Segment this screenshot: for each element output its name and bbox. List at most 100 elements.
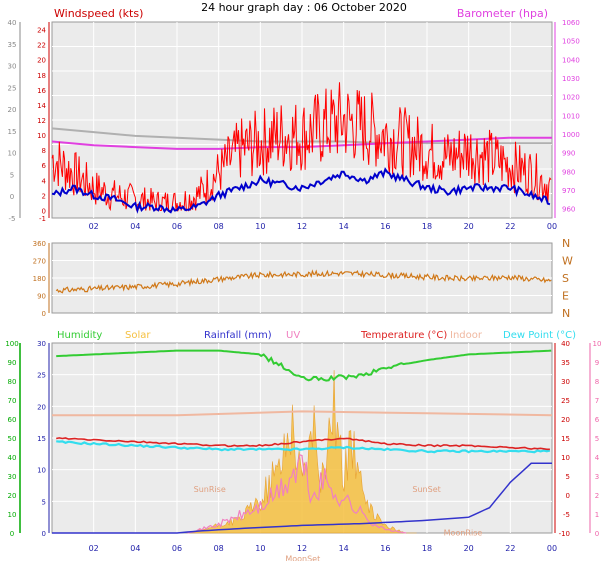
humidity-left-tick: 60 [8,416,17,424]
wind-x-tick: 16 [380,222,390,231]
direction-left-tick: 0 [42,310,46,318]
uv-right-tick: 6 [595,416,600,424]
humidity-left-tick: 0 [10,530,14,538]
direction-right-tick: E [562,290,569,303]
annotation-moonset: MoonSet [285,555,320,562]
barometer-right-tick: 1050 [562,38,580,46]
direction-right-tick: S [562,272,569,285]
uv-right-tick: 4 [595,454,600,462]
wind-left-tick: 16 [37,87,46,95]
temp-x-tick: 00 [547,544,557,553]
temp-right-tick: -10 [559,530,570,538]
legend-indoor: Indoor [450,330,483,341]
humidity-left-tick: 50 [8,435,17,443]
temp-x-tick: 22 [505,544,515,553]
temp-right-tick: 20 [561,416,570,424]
humidity-left-tick: 10 [8,511,17,519]
temperature-panel: Humidity Solar Rainfall (mm) UV Temperature … [5,330,601,564]
temp-right-tick: 15 [561,435,570,443]
direction-left-tick: 90 [37,293,46,301]
wind-left-tick: 24 [37,27,46,35]
wind-left-tick: 14 [37,102,46,110]
direction-right-tick: W [562,255,573,268]
barometer-right-tick: 980 [562,168,575,176]
rain-left-tick: 20 [37,403,46,411]
wind-left-tick: 2 [42,192,46,200]
barometer-right-tick: 1010 [562,112,580,120]
wind-x-tick: 20 [464,222,474,231]
barometer-right-tick: 990 [562,150,575,158]
barometer-right-tick: 1030 [562,75,580,83]
temp-x-tick: 08 [214,544,224,553]
wind-left-tick: -1 [39,215,46,223]
temperature-line [56,437,550,451]
humidity-left-tick: 80 [8,378,17,386]
legend-rainfall: Rainfall (mm) [204,330,272,341]
temp-right-tick: 5 [566,473,570,481]
rain-left-tick: 5 [42,498,46,506]
wind-left-tick: 12 [37,117,46,125]
wind-x-tick: 22 [505,222,515,231]
legend-solar: Solar [125,330,151,341]
wind-far-left-tick: 35 [8,41,17,49]
temp-x-tick: 04 [130,544,140,553]
humidity-left-tick: 70 [8,397,17,405]
wind-far-left-tick: 30 [8,63,17,71]
direction-right-tick: N [562,307,570,320]
humidity-left-tick: 40 [8,454,17,462]
temp-right-tick: 30 [561,378,570,386]
temp-x-tick: 02 [89,544,99,553]
rain-left-tick: 15 [37,435,46,443]
barometer-right-tick: 960 [562,206,575,214]
barometer-right-tick: 1060 [562,19,580,27]
temp-right-tick: -5 [563,511,570,519]
temp-x-tick: 10 [255,544,265,553]
wind-x-tick: 00 [547,222,557,231]
direction-left-tick: 270 [33,258,46,266]
humidity-left-tick: 100 [5,340,18,348]
wind-left-tick: 0 [42,207,46,215]
rainfall-line [52,462,552,534]
chart-title: 24 hour graph day : 06 October 2020 [201,1,407,14]
wind-left-tick: 8 [42,147,46,155]
barometer-right-tick: 1040 [562,56,580,64]
uv-right-tick: 3 [595,473,599,481]
humidity-left-tick: 20 [8,492,17,500]
uv-right-tick: 9 [595,359,599,367]
humidity-line [56,349,552,382]
legend-humidity: Humidity [57,330,102,341]
wind-x-tick: 18 [422,222,432,231]
uv-right-tick: 8 [595,378,599,386]
wind-far-left-tick: 0 [10,193,14,201]
temp-x-tick: 06 [172,544,182,553]
wind-far-left-tick: 15 [8,128,17,136]
wind-x-tick: 14 [339,222,349,231]
temp-x-tick: 18 [422,544,432,553]
wind-left-tick: 4 [42,177,47,185]
rain-left-tick: 25 [37,372,46,380]
direction-left-tick: 180 [33,275,46,283]
temp-right-tick: 40 [561,340,570,348]
wind-left-tick: 10 [37,132,46,140]
wind-left-label: Windspeed (kts) [54,7,143,20]
rain-left-tick: 0 [42,530,46,538]
wind-x-tick: 02 [89,222,99,231]
wind-left-tick: 20 [37,57,46,65]
wind-left-tick: 6 [42,162,47,170]
wind-far-left-tick: -5 [9,215,16,223]
wind-direction-line [55,269,552,294]
temp-x-tick: 12 [297,544,307,553]
temp-right-tick: 10 [561,454,570,462]
wind-x-tick: 06 [172,222,182,231]
direction-left-tick: 360 [33,240,46,248]
uv-right-tick: 7 [595,397,599,405]
legend-uv: UV [286,330,300,341]
legend-dew: Dew Point (°C) [503,330,576,341]
uv-right-tick: 1 [595,511,599,519]
legend-temperature: Temperature (°C) [360,330,447,341]
barometer-right-tick: 1000 [562,131,580,139]
wind-x-tick: 12 [297,222,307,231]
wind-far-left-tick: 25 [8,84,17,92]
